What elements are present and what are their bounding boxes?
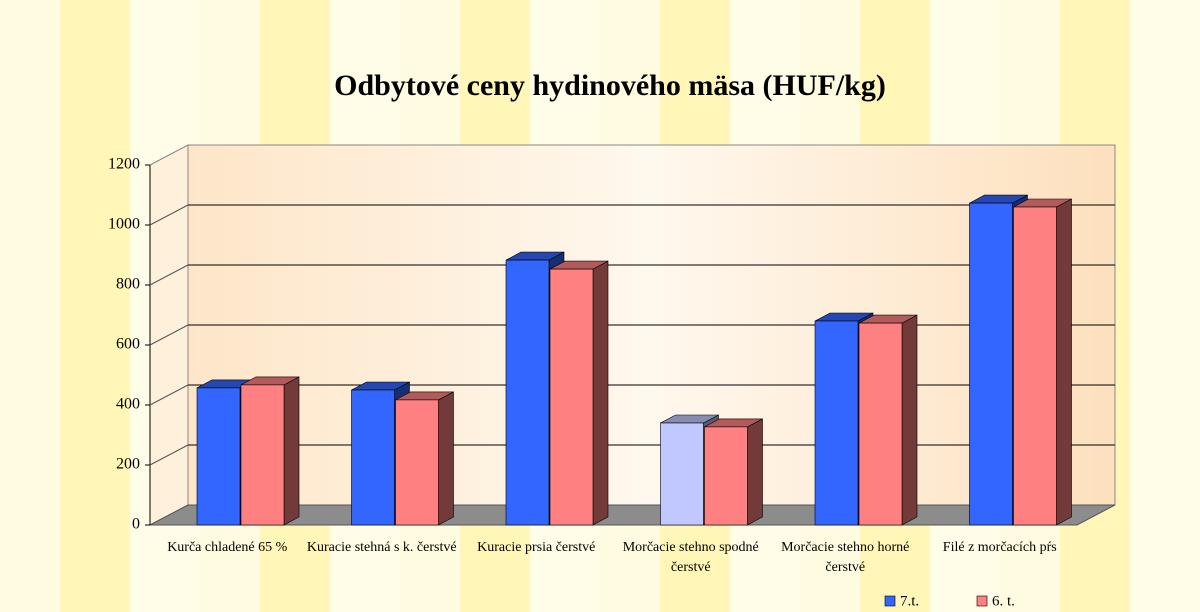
legend-swatch (884, 595, 896, 607)
bar (704, 426, 748, 526)
y-tick-label: 1000 (108, 216, 140, 233)
bar (351, 389, 395, 526)
x-tick-label: Kurča chladené 65 % (167, 540, 288, 555)
bar (660, 422, 704, 526)
bar (1013, 206, 1057, 526)
bar (505, 259, 550, 526)
x-tick-label: Morčacie stehno horné čerstvé (781, 540, 910, 575)
bar-side (283, 376, 300, 526)
bar (395, 399, 439, 526)
legend-label: 7.t. (900, 593, 919, 609)
bar (858, 322, 903, 526)
y-tick-label: 400 (116, 396, 140, 413)
x-tick-label: Morčacie stehno spodné čerstvé (622, 540, 759, 575)
grid-line (149, 324, 189, 346)
bar (240, 384, 285, 526)
bar (969, 202, 1013, 526)
grid-line (149, 204, 189, 226)
grid-line (149, 264, 189, 286)
y-tick-label: 1200 (108, 156, 140, 173)
bar (814, 320, 859, 526)
legend-label: 6. t. (992, 593, 1015, 609)
grid-line (149, 444, 189, 466)
legend-swatch (976, 595, 988, 607)
x-tick-label: Filé z morčacích pŕs (942, 540, 1057, 555)
chart-title: Odbytové ceny hydinového mäsa (HUF/kg) (334, 69, 886, 102)
bar-side (1056, 198, 1072, 526)
y-tick-label: 600 (116, 336, 140, 353)
x-tick-label: Kuracie prsia čerstvé (477, 540, 596, 555)
bar-side (747, 418, 763, 526)
bar-side (592, 260, 609, 526)
bar (549, 268, 594, 526)
bar-side (901, 314, 918, 526)
y-tick-label: 0 (132, 516, 140, 533)
x-tick-label: Kuracie stehná s k. čerstvé (306, 540, 457, 555)
y-tick-label: 800 (116, 276, 140, 293)
bar-side (438, 391, 454, 526)
bar (196, 387, 241, 526)
grid-line (149, 384, 189, 406)
y-tick-label: 200 (116, 456, 140, 473)
